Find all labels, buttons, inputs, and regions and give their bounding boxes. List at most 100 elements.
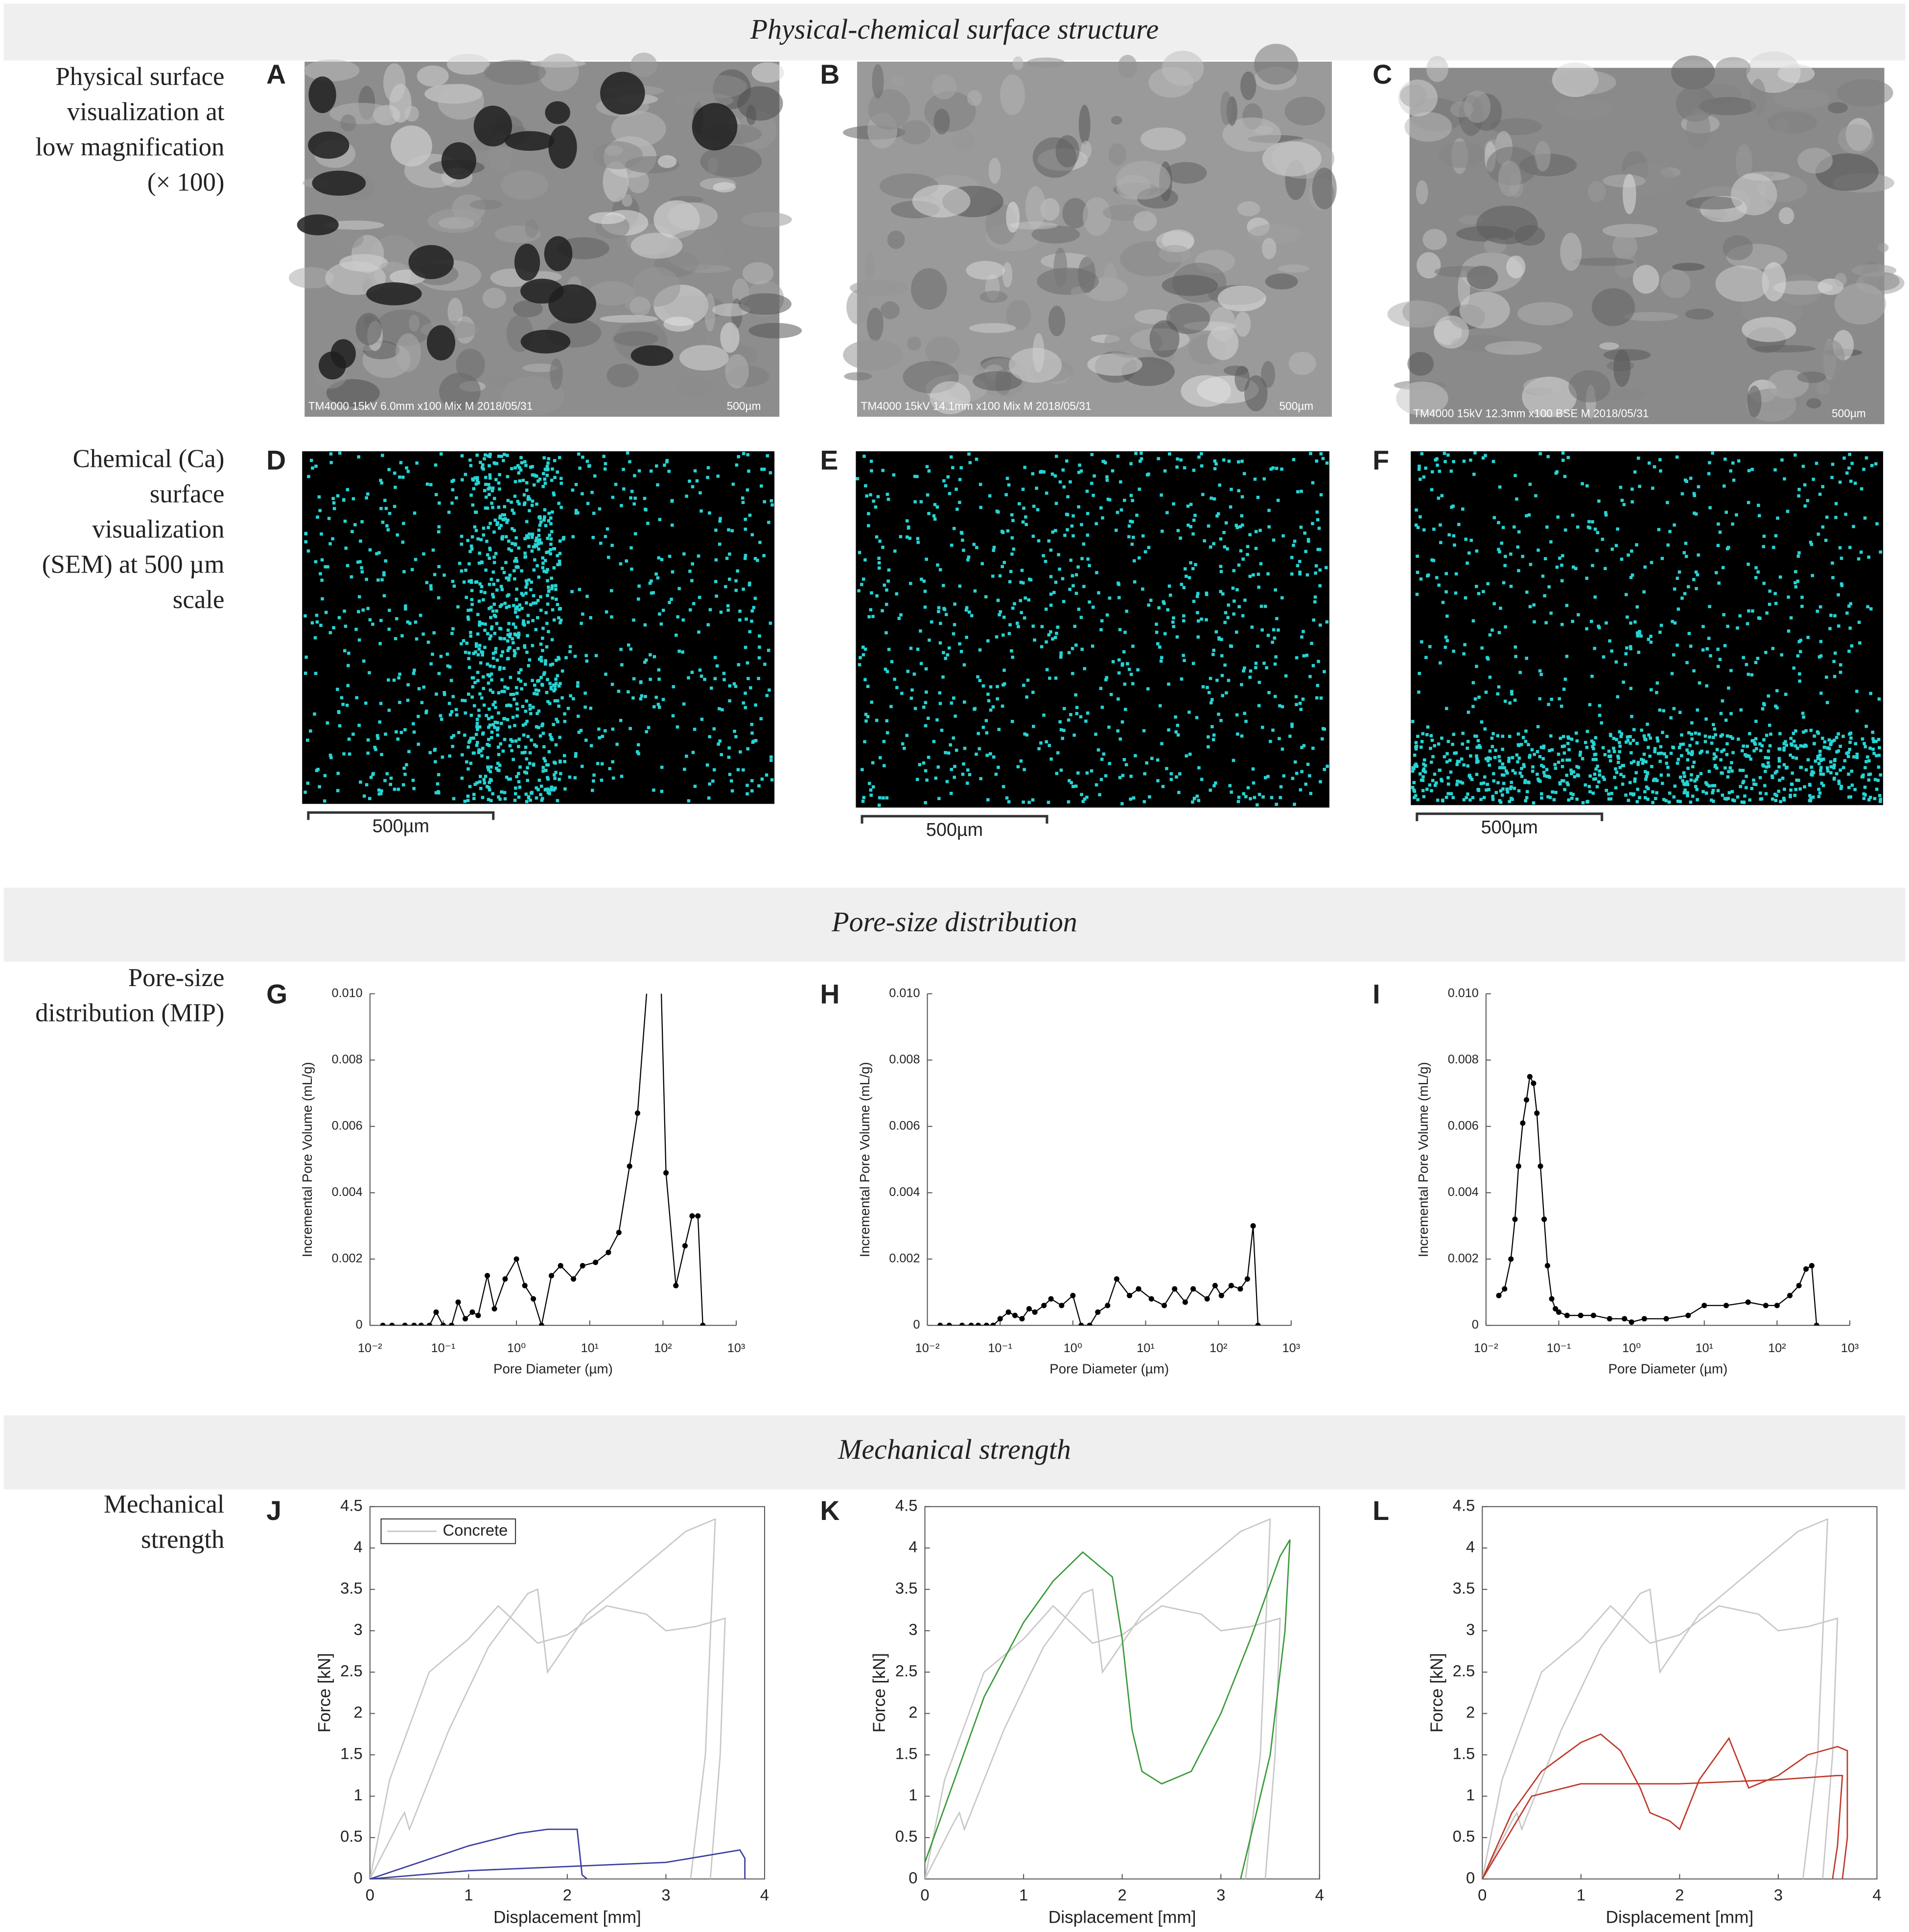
ca-dot <box>1612 736 1616 740</box>
ca-dot <box>361 608 365 612</box>
ca-dot <box>1764 651 1768 654</box>
ca-dot <box>530 580 534 584</box>
data-point <box>983 1322 989 1326</box>
ca-dot <box>1441 600 1445 604</box>
ca-dot <box>744 517 747 521</box>
ca-dot <box>765 773 768 777</box>
ca-dot <box>1630 761 1633 765</box>
ca-dot <box>1594 758 1598 761</box>
ca-dot <box>1220 674 1224 677</box>
ca-dot <box>1575 797 1579 801</box>
ca-dot <box>858 551 861 554</box>
texture <box>1672 263 1705 271</box>
ca-dot <box>1725 742 1729 746</box>
ca-dot <box>530 549 534 553</box>
ca-dot <box>1534 494 1537 498</box>
ca-dot <box>899 613 903 617</box>
ca-dot <box>1727 770 1730 774</box>
ca-dot <box>469 634 472 638</box>
texture <box>632 267 680 307</box>
ca-dot <box>1022 800 1025 804</box>
ca-dot <box>1628 781 1632 784</box>
data-point <box>538 1322 544 1326</box>
ca-dot <box>1542 746 1545 750</box>
ca-dot <box>1156 779 1160 782</box>
ca-dot <box>1176 733 1180 737</box>
data-point <box>1172 1286 1178 1292</box>
ca-dot <box>483 645 487 649</box>
ca-dot <box>1565 774 1569 777</box>
ca-dot <box>1665 761 1669 765</box>
ca-dot <box>560 696 564 700</box>
ca-dot <box>368 797 372 801</box>
ca-dot <box>1053 474 1057 478</box>
ca-dot <box>604 535 607 538</box>
ca-dot <box>1240 523 1244 527</box>
ca-dot <box>1647 746 1650 749</box>
ca-dot <box>1690 737 1694 741</box>
ca-dot <box>967 610 971 614</box>
ca-dot <box>1067 651 1071 654</box>
ca-dot <box>1120 802 1124 805</box>
ca-dot <box>1240 460 1244 463</box>
plot-area <box>937 1223 1261 1326</box>
ca-dot <box>1837 780 1841 783</box>
ca-dot <box>1117 697 1120 701</box>
ca-dot <box>1061 468 1065 472</box>
ca-dot <box>503 791 507 794</box>
ca-dot <box>521 479 525 482</box>
ca-dot <box>429 483 433 486</box>
ca-dot <box>1847 751 1850 755</box>
ca-dot <box>442 574 446 577</box>
ca-dot <box>1752 782 1756 786</box>
ca-dot <box>877 561 881 565</box>
ca-dot <box>311 466 314 470</box>
ca-dot <box>1754 566 1758 570</box>
ca-dot <box>1802 715 1805 719</box>
ca-dot <box>762 467 766 471</box>
ca-dot <box>550 638 554 642</box>
ca-dot <box>998 613 1001 617</box>
ca-dot <box>636 597 640 601</box>
ca-dot <box>1230 487 1233 491</box>
ca-dot <box>1059 768 1063 772</box>
ca-dot <box>510 467 513 470</box>
ca-dot <box>1838 481 1842 484</box>
ca-dot <box>650 591 653 595</box>
ca-dot <box>633 474 636 478</box>
ca-dot <box>1085 489 1089 493</box>
ca-dot <box>528 509 531 512</box>
ca-dot <box>1293 760 1297 764</box>
ca-dot <box>576 684 580 688</box>
ca-dot <box>867 782 871 785</box>
ca-dot <box>546 678 549 681</box>
ca-dot <box>1712 757 1716 760</box>
ca-dot <box>1456 759 1460 763</box>
ca-dot <box>467 562 471 566</box>
data-point <box>1136 1286 1141 1292</box>
ca-dot <box>1596 531 1600 534</box>
y-axis-label: Force [kN] <box>315 1653 334 1733</box>
ca-dot <box>510 749 513 753</box>
ca-dot <box>401 475 405 479</box>
ca-dot <box>1707 784 1711 788</box>
ca-dot <box>1571 620 1575 623</box>
ca-dot <box>1754 576 1758 579</box>
data-point <box>1685 1312 1691 1318</box>
ca-dot <box>1640 728 1644 732</box>
ca-dot <box>557 684 561 688</box>
ca-dot <box>1642 759 1645 762</box>
ca-dot <box>491 723 495 727</box>
ca-dot <box>377 792 381 796</box>
ca-dot <box>1108 498 1112 502</box>
ca-dot <box>1733 799 1736 803</box>
ca-dot <box>514 686 518 690</box>
texture <box>1434 266 1490 277</box>
ca-dot <box>1099 628 1103 632</box>
ca-dot <box>1421 732 1425 736</box>
ca-dot <box>901 742 905 746</box>
data-point <box>634 1110 641 1116</box>
ca-dot <box>668 600 671 604</box>
ca-dot <box>1418 464 1421 468</box>
ca-dot <box>1845 611 1849 615</box>
